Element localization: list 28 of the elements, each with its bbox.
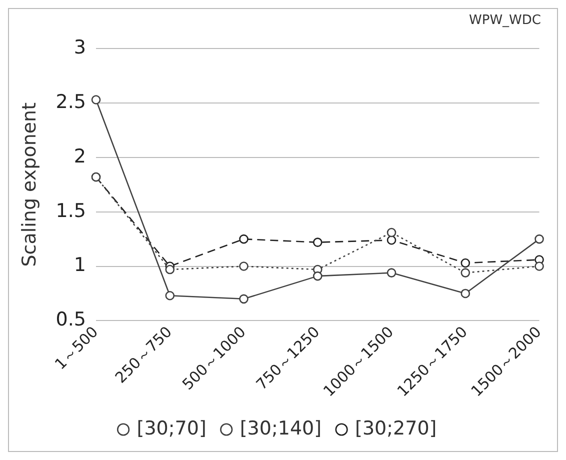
x-tick-label: 250～750 [112,322,176,387]
point [460,268,470,278]
point [460,258,470,268]
point [534,234,544,244]
y-tick-label: 1.5 [56,200,86,222]
point [312,271,322,281]
point [312,238,322,247]
point [165,264,175,274]
point [534,262,544,271]
point [91,95,101,104]
y-tick-label: 0.5 [56,308,86,331]
y-tick-label: 2 [74,145,86,168]
legend-label: [30;70] [136,417,206,440]
point [386,235,396,245]
y-axis-title: Scaling exponent [18,102,40,267]
point [239,234,248,244]
legend-label: [30;140] [240,417,322,440]
point [386,268,396,278]
chart-title: WPW_WDC [469,13,541,28]
y-tick-label: 1 [74,254,86,276]
y-tick-label: 3 [74,36,86,59]
legend-label: [30;270] [355,417,437,440]
point [165,291,175,300]
point [460,288,470,298]
point [386,228,396,238]
y-tick-label: 2.5 [56,90,86,113]
point [239,262,248,271]
point [239,294,248,304]
